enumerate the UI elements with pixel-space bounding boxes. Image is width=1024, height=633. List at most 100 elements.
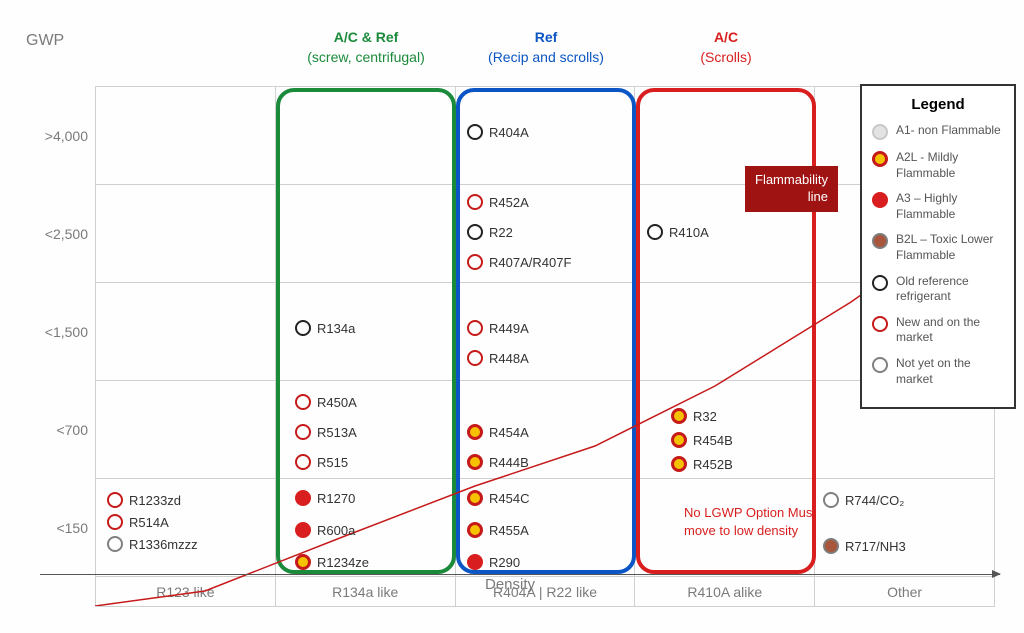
refrigerant-label: R452A — [489, 195, 529, 210]
legend-label: A2L - Mildly Flammable — [896, 150, 1004, 181]
marker-icon — [467, 350, 483, 366]
marker-icon — [295, 320, 311, 336]
refrigerant-marker: R1336mzzz — [107, 536, 198, 552]
marker-icon — [467, 454, 483, 470]
refrigerant-label: R1234ze — [317, 555, 369, 570]
legend-item: A3 – Highly Flammable — [872, 191, 1004, 222]
marker-icon — [107, 492, 123, 508]
marker-icon — [647, 224, 663, 240]
refrigerant-label: R1270 — [317, 491, 355, 506]
legend-item: New and on the market — [872, 315, 1004, 346]
marker-icon — [467, 124, 483, 140]
marker-icon — [295, 522, 311, 538]
legend-marker-icon — [872, 233, 888, 249]
marker-icon — [295, 424, 311, 440]
refrigerant-label: R1233zd — [129, 493, 181, 508]
refrigerant-marker: R600a — [295, 522, 355, 538]
legend-marker-icon — [872, 124, 888, 140]
refrigerant-label: R454A — [489, 425, 529, 440]
refrigerant-marker: R513A — [295, 424, 357, 440]
legend-marker-icon — [872, 316, 888, 332]
lgwp-note: No LGWP Option Must move to low density — [684, 504, 824, 540]
density-col-label: R123 like — [96, 577, 276, 607]
refrigerant-marker: R449A — [467, 320, 529, 336]
refrigerant-marker: R515 — [295, 454, 348, 470]
marker-icon — [467, 554, 483, 570]
refrigerant-label: R410A — [669, 225, 709, 240]
density-col-label: R404A | R22 like — [455, 577, 635, 607]
legend-item: Not yet on the market — [872, 356, 1004, 387]
legend-title: Legend — [872, 96, 1004, 113]
legend-label: Not yet on the market — [896, 356, 1004, 387]
refrigerant-marker: R1234ze — [295, 554, 369, 570]
flammability-badge: Flammabilityline — [745, 166, 838, 212]
refrigerant-label: R717/NH3 — [845, 539, 906, 554]
refrigerant-label: R452B — [693, 457, 733, 472]
refrigerant-label: R454B — [693, 433, 733, 448]
refrigerant-label: R514A — [129, 515, 169, 530]
marker-icon — [671, 456, 687, 472]
refrigerant-label: R450A — [317, 395, 357, 410]
refrigerant-marker: R448A — [467, 350, 529, 366]
refrigerant-label: R449A — [489, 321, 529, 336]
legend-marker-icon — [872, 192, 888, 208]
marker-icon — [295, 394, 311, 410]
legend-label: A1- non Flammable — [896, 123, 1001, 139]
refrigerant-marker: R1270 — [295, 490, 355, 506]
x-axis-title: Density — [485, 576, 535, 593]
legend-label: New and on the market — [896, 315, 1004, 346]
marker-icon — [823, 492, 839, 508]
column-header: A/C(Scrolls) — [636, 28, 816, 67]
density-col-label: R410A alike — [635, 577, 815, 607]
legend-label: A3 – Highly Flammable — [896, 191, 1004, 222]
refrigerant-marker: R32 — [671, 408, 717, 424]
gwp-row-label: >4,000 — [28, 128, 88, 144]
gwp-row-label: <2,500 — [28, 226, 88, 242]
refrigerant-label: R455A — [489, 523, 529, 538]
refrigerant-marker: R134a — [295, 320, 355, 336]
x-axis-arrow — [40, 574, 1000, 575]
marker-icon — [467, 254, 483, 270]
legend-item: A1- non Flammable — [872, 123, 1004, 140]
legend-marker-icon — [872, 275, 888, 291]
marker-icon — [467, 320, 483, 336]
refrigerant-label: R404A — [489, 125, 529, 140]
marker-icon — [671, 432, 687, 448]
refrigerant-label: R22 — [489, 225, 513, 240]
marker-icon — [107, 536, 123, 552]
refrigerant-marker: R410A — [647, 224, 709, 240]
refrigerant-label: R513A — [317, 425, 357, 440]
marker-icon — [823, 538, 839, 554]
refrigerant-marker: R454C — [467, 490, 529, 506]
refrigerant-marker: R454A — [467, 424, 529, 440]
refrigerant-marker: R404A — [467, 124, 529, 140]
gwp-row-label: <700 — [28, 422, 88, 438]
refrigerant-marker: R452B — [671, 456, 733, 472]
marker-icon — [467, 490, 483, 506]
marker-icon — [295, 554, 311, 570]
column-header: A/C & Ref(screw, centrifugal) — [276, 28, 456, 67]
legend-label: Old reference refrigerant — [896, 274, 1004, 305]
legend-marker-icon — [872, 357, 888, 373]
refrigerant-marker: R717/NH3 — [823, 538, 906, 554]
refrigerant-label: R290 — [489, 555, 520, 570]
legend-item: Old reference refrigerant — [872, 274, 1004, 305]
refrigerant-chart: GWP A/C & Ref(screw, centrifugal)Ref(Rec… — [20, 28, 1000, 593]
column-header: Ref(Recip and scrolls) — [456, 28, 636, 67]
legend: Legend A1- non Flammable A2L - Mildly Fla… — [860, 84, 1016, 409]
gwp-row-label: <1,500 — [28, 324, 88, 340]
density-col-label: Other — [815, 577, 995, 607]
refrigerant-marker: R444B — [467, 454, 529, 470]
marker-icon — [467, 194, 483, 210]
refrigerant-label: R448A — [489, 351, 529, 366]
refrigerant-label: R744/CO₂ — [845, 493, 904, 508]
refrigerant-marker: R514A — [107, 514, 169, 530]
y-axis-title: GWP — [26, 32, 64, 50]
refrigerant-marker: R1233zd — [107, 492, 181, 508]
marker-icon — [671, 408, 687, 424]
refrigerant-marker: R450A — [295, 394, 357, 410]
refrigerant-marker: R454B — [671, 432, 733, 448]
refrigerant-marker: R452A — [467, 194, 529, 210]
refrigerant-label: R454C — [489, 491, 529, 506]
refrigerant-marker: R290 — [467, 554, 520, 570]
